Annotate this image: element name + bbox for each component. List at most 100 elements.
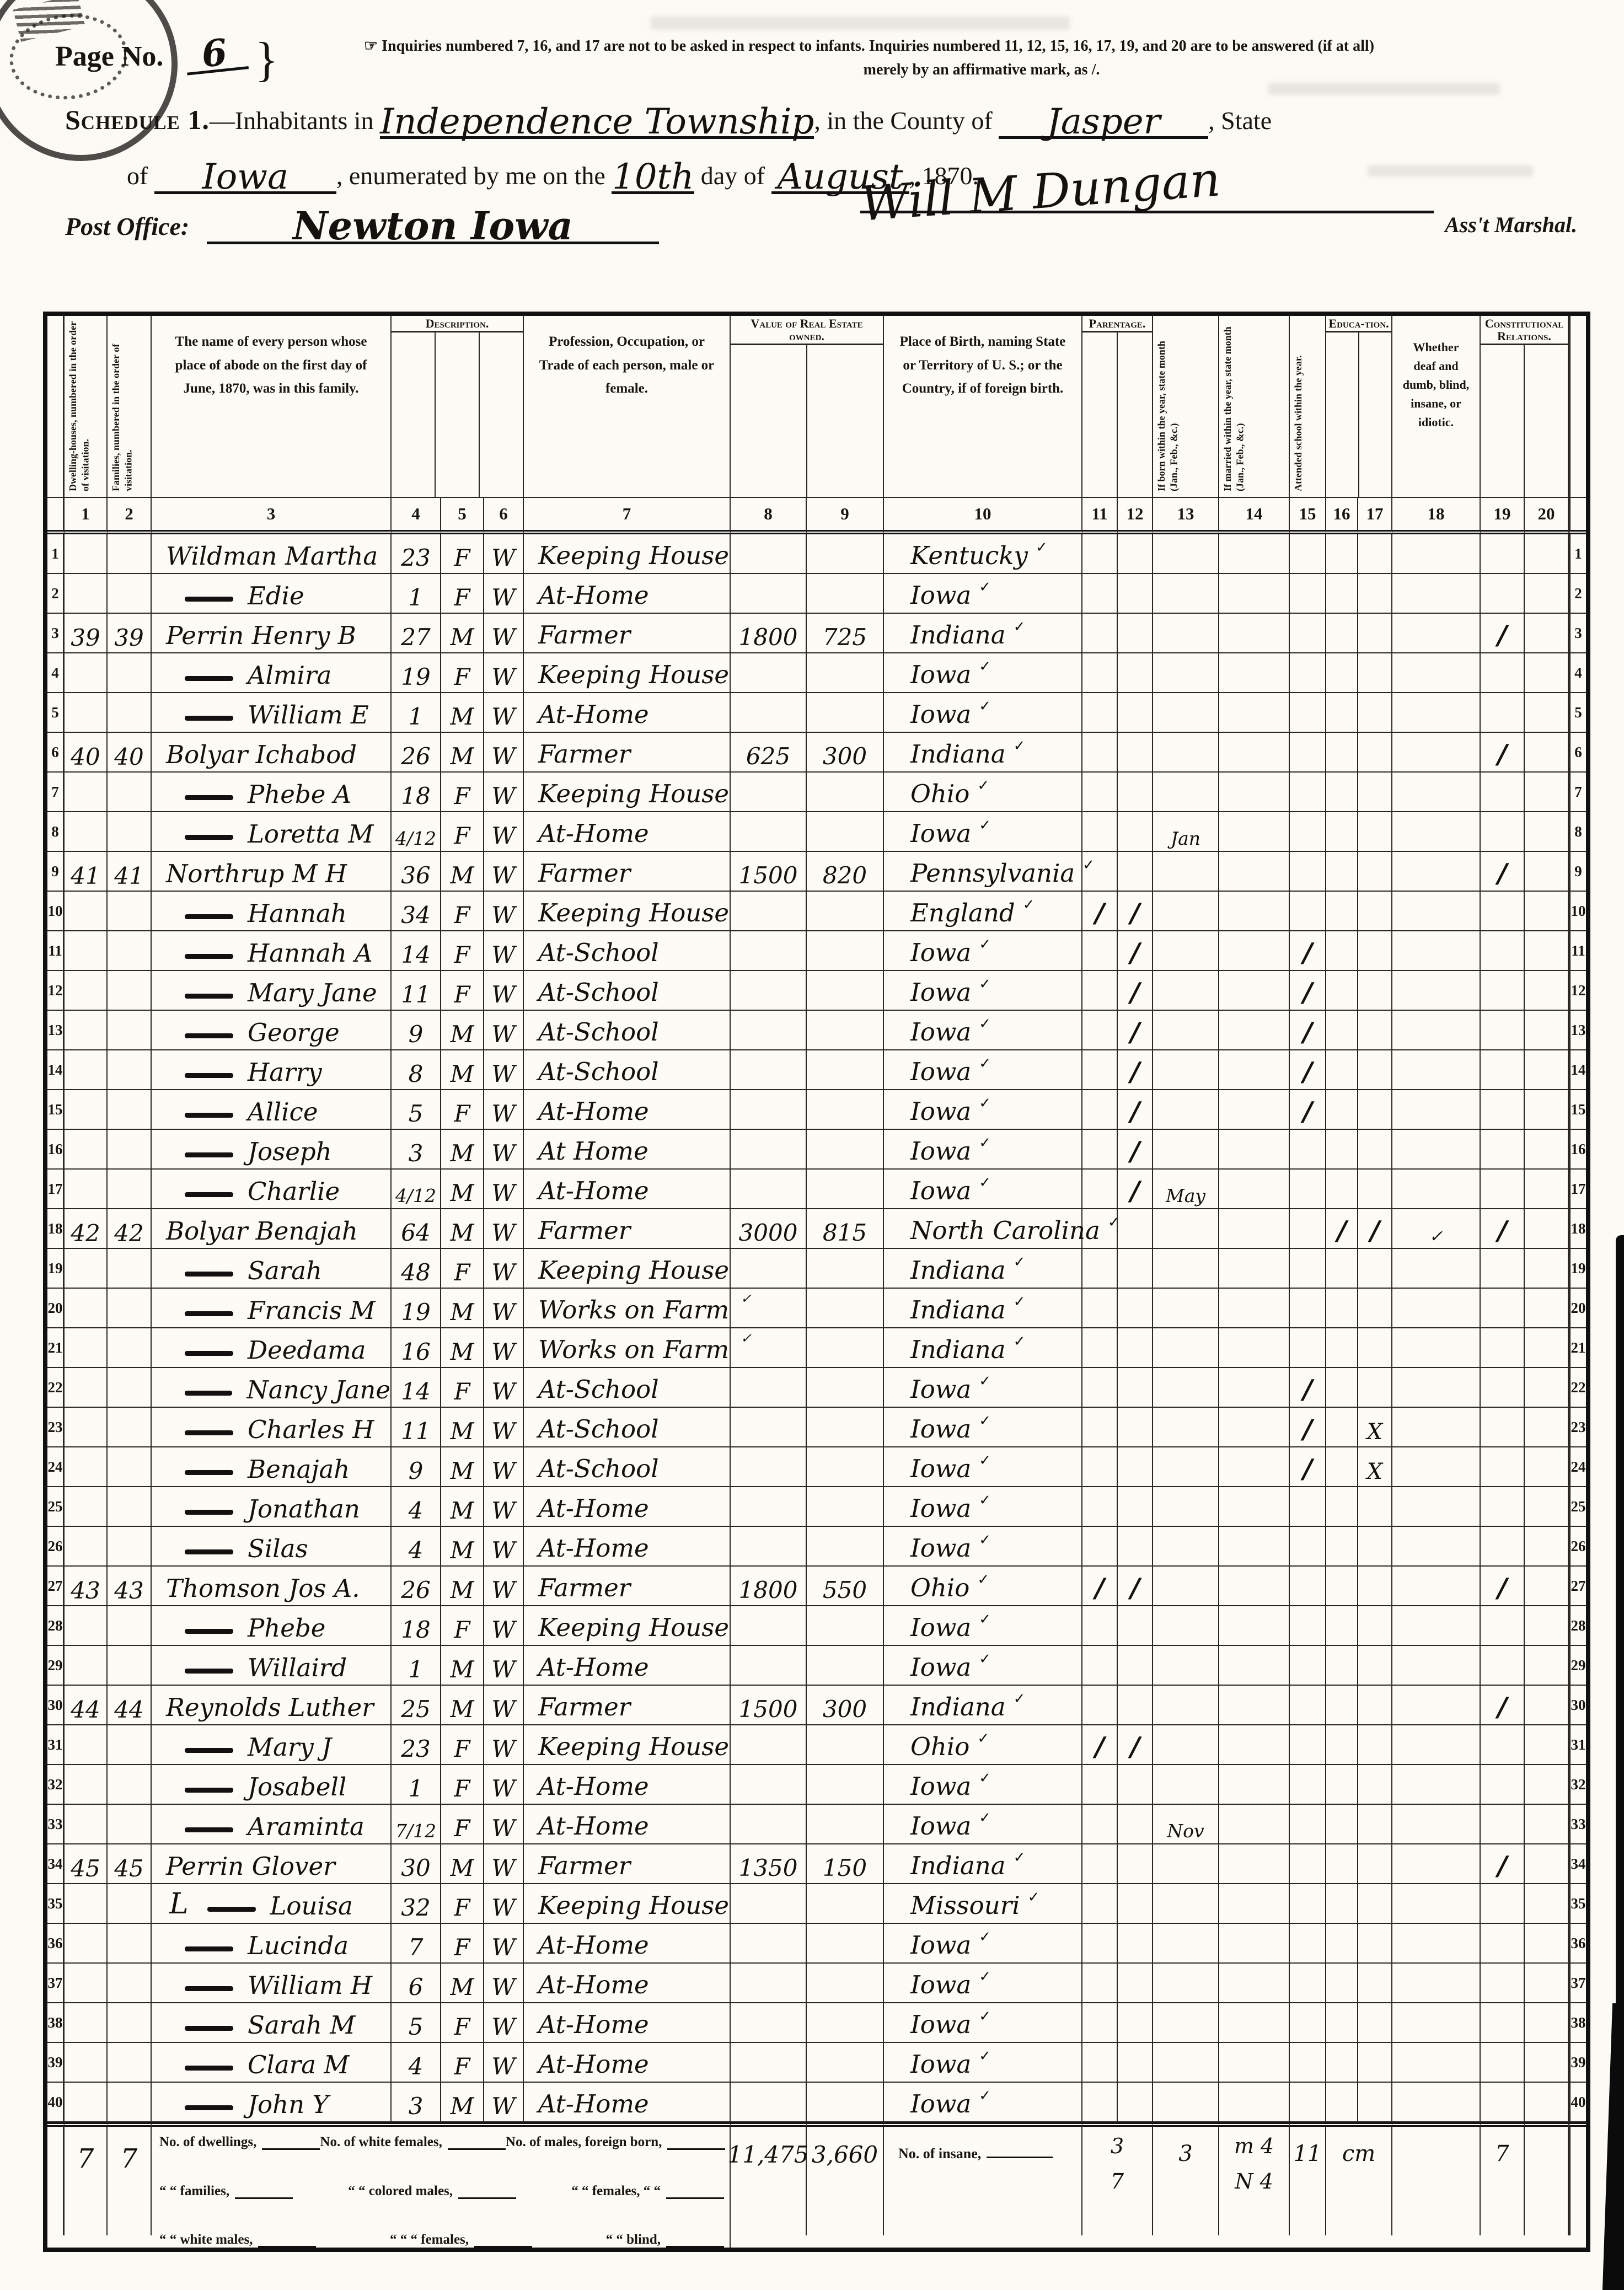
person-name: Bolyar Benajah [166, 1216, 358, 1246]
cell-col-17 [1358, 1924, 1392, 1964]
cell-color: W [484, 1924, 524, 1964]
cell-age: 30 [392, 1844, 441, 1884]
cell-col-13 [1153, 1884, 1219, 1924]
cell-col-20 [1525, 1567, 1569, 1606]
cell-dwelling [65, 1050, 108, 1090]
cell-family [108, 1289, 152, 1328]
cell-age: 3 [392, 2083, 441, 2122]
cell-col-11: / [1082, 1567, 1118, 1606]
cell-occupation: At-School [524, 931, 731, 971]
cell-col-11 [1082, 812, 1118, 852]
cell-occupation: At-Home [524, 1090, 731, 1130]
cell-family [108, 1884, 152, 1924]
pointer-hand-icon: ☞ [364, 37, 378, 55]
person-name: Charles H [248, 1415, 374, 1444]
cell-col-16 [1326, 1328, 1358, 1368]
cell-col-20 [1525, 852, 1569, 892]
cell-col-16 [1326, 1964, 1358, 2003]
cell-col-14 [1219, 1606, 1290, 1646]
cell-real-estate: 1500 [731, 852, 807, 892]
cell-personal-estate [807, 1408, 884, 1447]
mark-col-13: Jan [1170, 828, 1201, 849]
cell-col-16 [1326, 2083, 1358, 2122]
sex-value: F [454, 981, 470, 1008]
cell-name: Bolyar Ichabod [152, 733, 392, 773]
tally-check-icon: ✓ [979, 2048, 991, 2064]
sex-value: F [454, 584, 470, 611]
age-value: 1 [408, 703, 424, 730]
cell-col-17 [1358, 693, 1392, 733]
cell-dwelling [65, 1487, 108, 1527]
cell-color: W [484, 1606, 524, 1646]
cell-col-16 [1326, 1844, 1358, 1884]
cell-col-19 [1481, 773, 1525, 812]
cell-col-14 [1219, 1646, 1290, 1686]
cell-col-13 [1153, 614, 1219, 653]
sex-value: M [450, 1854, 474, 1881]
occupation-value: Farmer [538, 1851, 631, 1880]
row-number-right: 39 [1569, 2043, 1586, 2083]
cell-col-18 [1392, 2083, 1481, 2122]
birthplace-value: Iowa [910, 660, 972, 689]
page-number-value: 6 [184, 30, 249, 76]
birthplace-value: Iowa [910, 1811, 972, 1841]
tally-check-icon: ✓ [979, 1611, 991, 1628]
cell-occupation: At-School [524, 1447, 731, 1487]
sex-value: M [450, 703, 474, 730]
cell-col-16 [1326, 1447, 1358, 1487]
cell-family: 40 [108, 733, 152, 773]
mark-col-11: / [1095, 898, 1105, 929]
cell-birthplace: Indiana ✓ [884, 1328, 1082, 1368]
cell-col-13 [1153, 1011, 1219, 1050]
age-value: 7/12 [395, 1820, 437, 1842]
row-number-left: 30 [47, 1686, 65, 1725]
cell-name: Loretta M [152, 812, 392, 852]
birthplace-value: Indiana [910, 1851, 1006, 1880]
cell-col-20 [1525, 1884, 1569, 1924]
cell-real-estate: 1800 [731, 614, 807, 653]
cell-col-18 [1392, 852, 1481, 892]
cell-sex: F [441, 653, 484, 693]
cell-real-estate [731, 1408, 807, 1447]
age-value: 11 [401, 981, 431, 1008]
cell-age: 14 [392, 1368, 441, 1408]
cell-occupation: Keeping House [524, 773, 731, 812]
col-header-deaf-dumb: Whether deaf and dumb, blind, insane, or… [1392, 316, 1481, 498]
cell-col-19 [1481, 1765, 1525, 1805]
tally-check-icon: ✓ [1013, 1294, 1026, 1310]
cell-col-20 [1525, 574, 1569, 614]
cell-col-16 [1326, 812, 1358, 852]
row-number-right: 31 [1569, 1725, 1586, 1765]
cell-col-20 [1525, 1686, 1569, 1725]
sex-value: F [454, 782, 470, 809]
color-value: W [491, 822, 516, 849]
cell-col-18 [1392, 1765, 1481, 1805]
cell-personal-estate [807, 1011, 884, 1050]
cell-occupation: At-Home [524, 1646, 731, 1686]
cell-dwelling [65, 653, 108, 693]
cell-color: W [484, 1765, 524, 1805]
sex-value: F [454, 1894, 470, 1921]
cell-color: W [484, 892, 524, 931]
table-row: 26 Silas 4 M W At-Home Iowa ✓ 26 [47, 1527, 1586, 1567]
mark-col-13: May [1165, 1185, 1206, 1206]
color-value: W [491, 1815, 516, 1842]
cell-col-12 [1118, 1884, 1153, 1924]
group-header-parentage: Parentage. Father of foreign birth. Moth… [1082, 316, 1153, 498]
age-value: 1 [408, 1775, 424, 1802]
cell-age: 11 [392, 971, 441, 1011]
cell-birthplace: Iowa ✓ [884, 1170, 1082, 1209]
table-row: 22 Nancy Jane 14 F W At-School Iowa ✓ / 22 [47, 1368, 1586, 1408]
tally-check-icon: ✓ [979, 1532, 991, 1548]
personal-estate-value: 820 [822, 862, 867, 889]
cell-col-15 [1290, 1725, 1326, 1765]
color-value: W [491, 1973, 516, 2001]
age-value: 18 [401, 782, 431, 809]
of-label: of [127, 162, 148, 190]
cell-family [108, 653, 152, 693]
cell-name: Allice [152, 1090, 392, 1130]
cell-sex: F [441, 931, 484, 971]
cell-col-17 [1358, 812, 1392, 852]
color-value: W [491, 2013, 516, 2040]
cell-dwelling [65, 931, 108, 971]
